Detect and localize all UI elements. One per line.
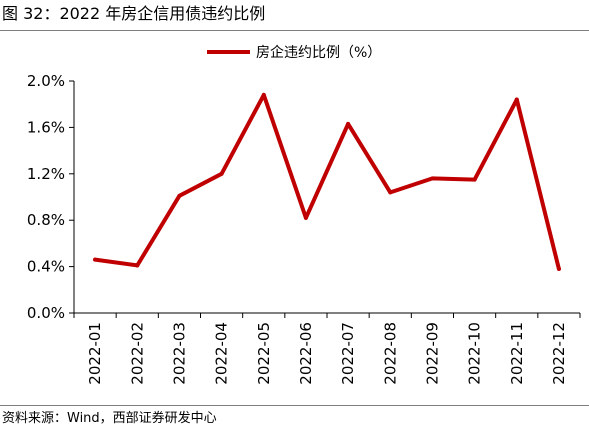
data-point xyxy=(514,97,519,102)
x-tick-label: 2022-04 xyxy=(213,322,231,385)
source-note: 资料来源：Wind，西部证券研发中心 xyxy=(2,411,217,426)
data-point xyxy=(430,176,435,181)
title-rule xyxy=(0,30,589,31)
data-point xyxy=(177,193,182,198)
x-tick-label: 2022-01 xyxy=(86,322,104,385)
data-point xyxy=(472,177,477,182)
chart-marks xyxy=(93,92,561,271)
data-point xyxy=(219,171,224,176)
source-rule xyxy=(0,405,589,406)
data-point xyxy=(261,92,266,97)
y-tick-label: 1.2% xyxy=(27,165,65,183)
chart-axes: 0.0% 0.4% 0.8% 1.2% 1.6% 2.0% 2022-01 2022-02 20… xyxy=(27,72,581,385)
data-point xyxy=(556,266,561,271)
x-tick-label: 2022-05 xyxy=(255,322,273,385)
x-tick-label: 2022-03 xyxy=(170,322,188,385)
x-tick-label: 2022-07 xyxy=(339,322,357,385)
y-tick-label: 2.0% xyxy=(27,72,65,90)
x-tick-label: 2022-09 xyxy=(423,322,441,385)
data-point xyxy=(346,121,351,126)
x-tick-label: 2022-06 xyxy=(297,322,315,385)
line-chart: 房企违约比例（%） 0.0% 0.4% 0.8% 1.2% 1.6% 2.0% 2022-0… xyxy=(27,44,581,385)
series-line xyxy=(93,92,561,271)
data-point xyxy=(388,190,393,195)
y-tick-label: 0.0% xyxy=(27,304,65,322)
x-tick-label: 2022-02 xyxy=(128,322,146,385)
y-tick-label: 0.8% xyxy=(27,211,65,229)
data-point xyxy=(93,257,98,262)
x-tick-label: 2022-11 xyxy=(508,322,526,385)
x-tick-label: 2022-10 xyxy=(466,322,484,385)
figure-title: 图 32：2022 年房企信用债违约比例 xyxy=(2,4,266,23)
legend-label: 房企违约比例（%） xyxy=(256,44,381,61)
chart-legend: 房企违约比例（%） xyxy=(207,44,381,61)
y-tick-label: 0.4% xyxy=(27,258,65,276)
y-tick-label: 1.6% xyxy=(27,118,65,136)
x-tick-label: 2022-12 xyxy=(550,322,568,385)
data-point xyxy=(303,215,308,220)
x-tick-label: 2022-08 xyxy=(381,322,399,385)
data-point xyxy=(135,263,140,268)
